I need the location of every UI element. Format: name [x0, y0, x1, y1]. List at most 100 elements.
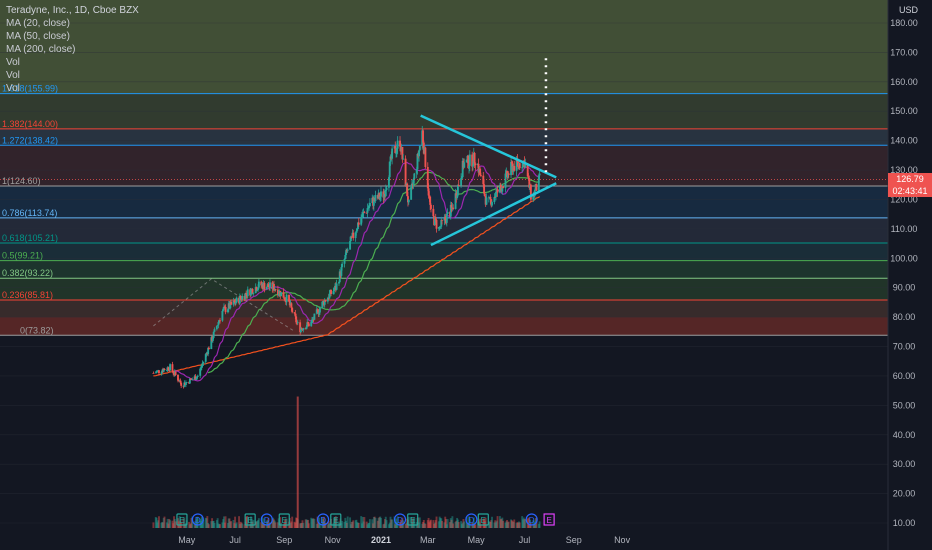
- volume-bar: [252, 519, 255, 528]
- dividend-marker[interactable]: D: [317, 513, 330, 526]
- candle-body: [207, 347, 210, 355]
- volume-bar: [463, 521, 466, 528]
- candle-body: [174, 371, 177, 376]
- y-tick-label: 60.00: [893, 371, 916, 381]
- volume-bar: [418, 522, 421, 528]
- candle-body: [349, 241, 352, 250]
- candle: [441, 219, 444, 225]
- indicator-ma200[interactable]: MA (200, close): [6, 44, 76, 55]
- candle: [171, 361, 174, 373]
- indicator-ma50[interactable]: MA (50, close): [6, 31, 70, 42]
- candle-body: [430, 204, 432, 209]
- candle: [299, 319, 302, 336]
- volume-bar: [499, 519, 502, 528]
- volume-bar: [533, 521, 536, 528]
- volume-bar: [439, 517, 442, 528]
- candle: [213, 327, 216, 333]
- indicator-ma20[interactable]: MA (20, close): [6, 18, 70, 29]
- volume-bar: [393, 516, 396, 528]
- y-tick-label: 50.00: [893, 400, 916, 410]
- symbol-title[interactable]: Teradyne, Inc., 1D, Cboe BZX: [6, 5, 139, 16]
- volume-bar: [207, 522, 210, 528]
- earnings-marker[interactable]: E: [278, 513, 290, 526]
- candle-body: [515, 158, 518, 171]
- candle-body: [291, 307, 294, 313]
- candle-body: [158, 370, 160, 374]
- candle-body: [293, 312, 296, 314]
- earnings-marker[interactable]: E: [543, 513, 555, 526]
- volume-bar: [365, 521, 368, 528]
- candle-body: [227, 309, 229, 313]
- volume-bar: [532, 520, 535, 528]
- candle-body: [474, 163, 477, 166]
- volume-bar: [273, 520, 276, 528]
- candle: [374, 190, 377, 204]
- candle-body: [180, 382, 183, 386]
- ghost-line: [153, 278, 296, 333]
- volume-bar: [440, 518, 443, 528]
- candle: [437, 226, 440, 232]
- candle: [518, 162, 521, 170]
- earnings-marker[interactable]: E: [477, 513, 489, 526]
- volume-bar: [504, 522, 507, 528]
- dividend-marker[interactable]: D: [525, 513, 538, 526]
- earnings-marker[interactable]: E: [176, 513, 188, 526]
- volume-bar: [445, 519, 447, 528]
- volume-bar: [311, 518, 313, 528]
- candle-body: [432, 208, 435, 217]
- volume-bar: [230, 521, 233, 528]
- candle: [426, 162, 429, 192]
- volume-bar: [479, 518, 482, 528]
- candle-body: [415, 169, 418, 174]
- x-tick-label: 2021: [371, 535, 391, 545]
- candle-body: [528, 178, 531, 188]
- candle-body: [321, 301, 324, 309]
- volume-bar: [426, 520, 429, 528]
- candle-body: [538, 173, 541, 176]
- candle-body: [410, 183, 413, 187]
- volume-bar: [485, 524, 488, 528]
- volume-bar: [351, 521, 354, 528]
- candle-body: [256, 289, 259, 291]
- y-tick-label: 110.00: [891, 224, 918, 234]
- candle-body: [163, 369, 166, 371]
- indicator-vol-3[interactable]: Vol: [6, 83, 20, 94]
- marker-shape: [543, 513, 555, 526]
- candle-body: [167, 367, 170, 371]
- volume-bar: [345, 520, 348, 528]
- volume-bar: [427, 517, 430, 528]
- earnings-marker[interactable]: E: [407, 513, 419, 526]
- marker-shape: [465, 513, 478, 526]
- candle-body: [171, 364, 174, 372]
- y-tick-label: 150.00: [890, 106, 918, 116]
- volume-bar: [474, 524, 477, 528]
- candle-body: [154, 372, 157, 374]
- volume-bar: [249, 516, 252, 528]
- dividend-marker[interactable]: D: [393, 513, 407, 526]
- volume-bar: [455, 520, 458, 528]
- candle-body: [185, 382, 188, 383]
- volume-bar: [510, 520, 513, 528]
- candle: [493, 193, 496, 205]
- volume-bar: [479, 524, 482, 528]
- dividend-marker[interactable]: D: [191, 513, 204, 526]
- candle: [529, 183, 532, 203]
- indicator-vol-2[interactable]: Vol: [6, 70, 20, 81]
- candle-body: [437, 227, 440, 229]
- dividend-marker[interactable]: D: [260, 513, 273, 526]
- dividend-marker[interactable]: D: [465, 513, 478, 526]
- triangle-upper-line: [420, 114, 557, 179]
- volume-bar: [516, 522, 519, 528]
- volume-bar: [410, 517, 413, 528]
- volume-bar: [211, 521, 214, 528]
- candle-body: [428, 195, 431, 197]
- earnings-marker[interactable]: E: [244, 513, 256, 526]
- indicator-vol-1[interactable]: Vol: [6, 57, 20, 68]
- candle-body: [440, 219, 443, 227]
- candle-body: [317, 309, 320, 315]
- chart-legend: Teradyne, Inc., 1D, Cboe BZX MA (20, clo…: [6, 4, 139, 95]
- earnings-marker[interactable]: E: [330, 513, 342, 526]
- candle-body: [288, 294, 290, 302]
